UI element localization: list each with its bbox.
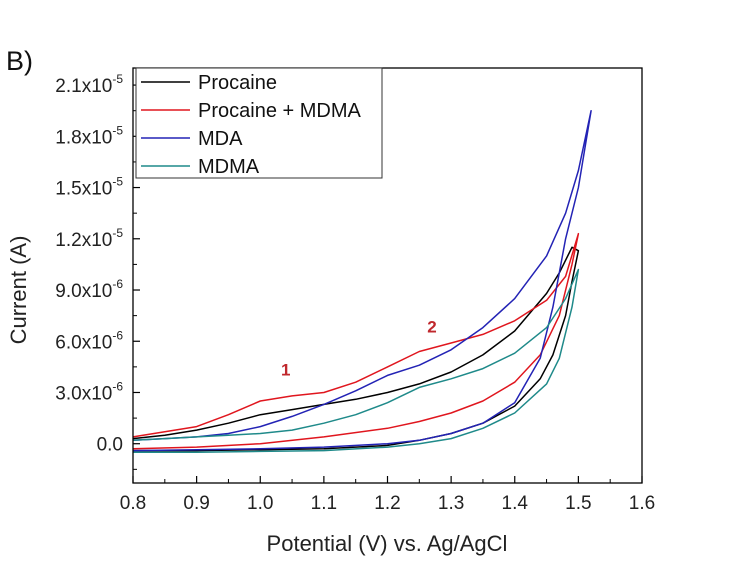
x-tick-label: 0.8 (120, 493, 146, 514)
panel-label: B) (6, 46, 33, 76)
y-tick-label: 1.5x10-5 (55, 175, 123, 200)
x-axis: 0.8 0.9 1.0 1.1 1.2 1.3 1.4 1.5 1.6 (120, 476, 655, 514)
y-tick-label: 6.0x10-6 (55, 328, 123, 353)
x-tick-label: 1.5 (565, 493, 591, 514)
x-tick-label: 1.0 (247, 493, 273, 514)
y-tick-label: 1.8x10-5 (55, 123, 123, 148)
y-tick-label: 3.0x10-6 (55, 379, 123, 404)
y-axis: 0.0 3.0x10-6 6.0x10-6 9.0x10-6 1.2x10-5 1.5x1… (55, 72, 140, 470)
legend: Procaine Procaine + MDMA MDA MDMA (135, 67, 383, 179)
peak-annotation: 1 (281, 360, 290, 379)
x-tick-label: 0.9 (183, 493, 209, 514)
series-line-0 (132, 246, 580, 452)
series-line-3 (132, 268, 580, 454)
series-line-1 (132, 232, 580, 450)
x-axis-title: Potential (V) vs. Ag/AgCl (267, 531, 508, 556)
y-tick-label: 1.2x10-5 (55, 226, 123, 251)
series-line-2 (132, 109, 592, 452)
legend-label: MDA (198, 128, 243, 150)
y-tick-label: 9.0x10-6 (55, 277, 123, 302)
x-tick-label: 1.6 (629, 493, 655, 514)
legend-label: Procaine + MDMA (198, 100, 361, 122)
x-tick-label: 1.1 (311, 493, 337, 514)
legend-box (135, 67, 383, 179)
x-tick-label: 1.4 (502, 493, 529, 514)
x-tick-label: 1.2 (374, 493, 400, 514)
y-tick-label: 0.0 (97, 435, 123, 456)
y-tick-label: 2.1x10-5 (55, 72, 123, 97)
x-tick-label: 1.3 (438, 493, 464, 514)
annotations: 12 (281, 318, 437, 380)
series-layer (132, 109, 592, 454)
peak-annotation: 2 (427, 318, 436, 337)
legend-label: MDMA (198, 156, 260, 178)
legend-label: Procaine (198, 72, 277, 94)
y-axis-title: Current (A) (6, 236, 31, 345)
